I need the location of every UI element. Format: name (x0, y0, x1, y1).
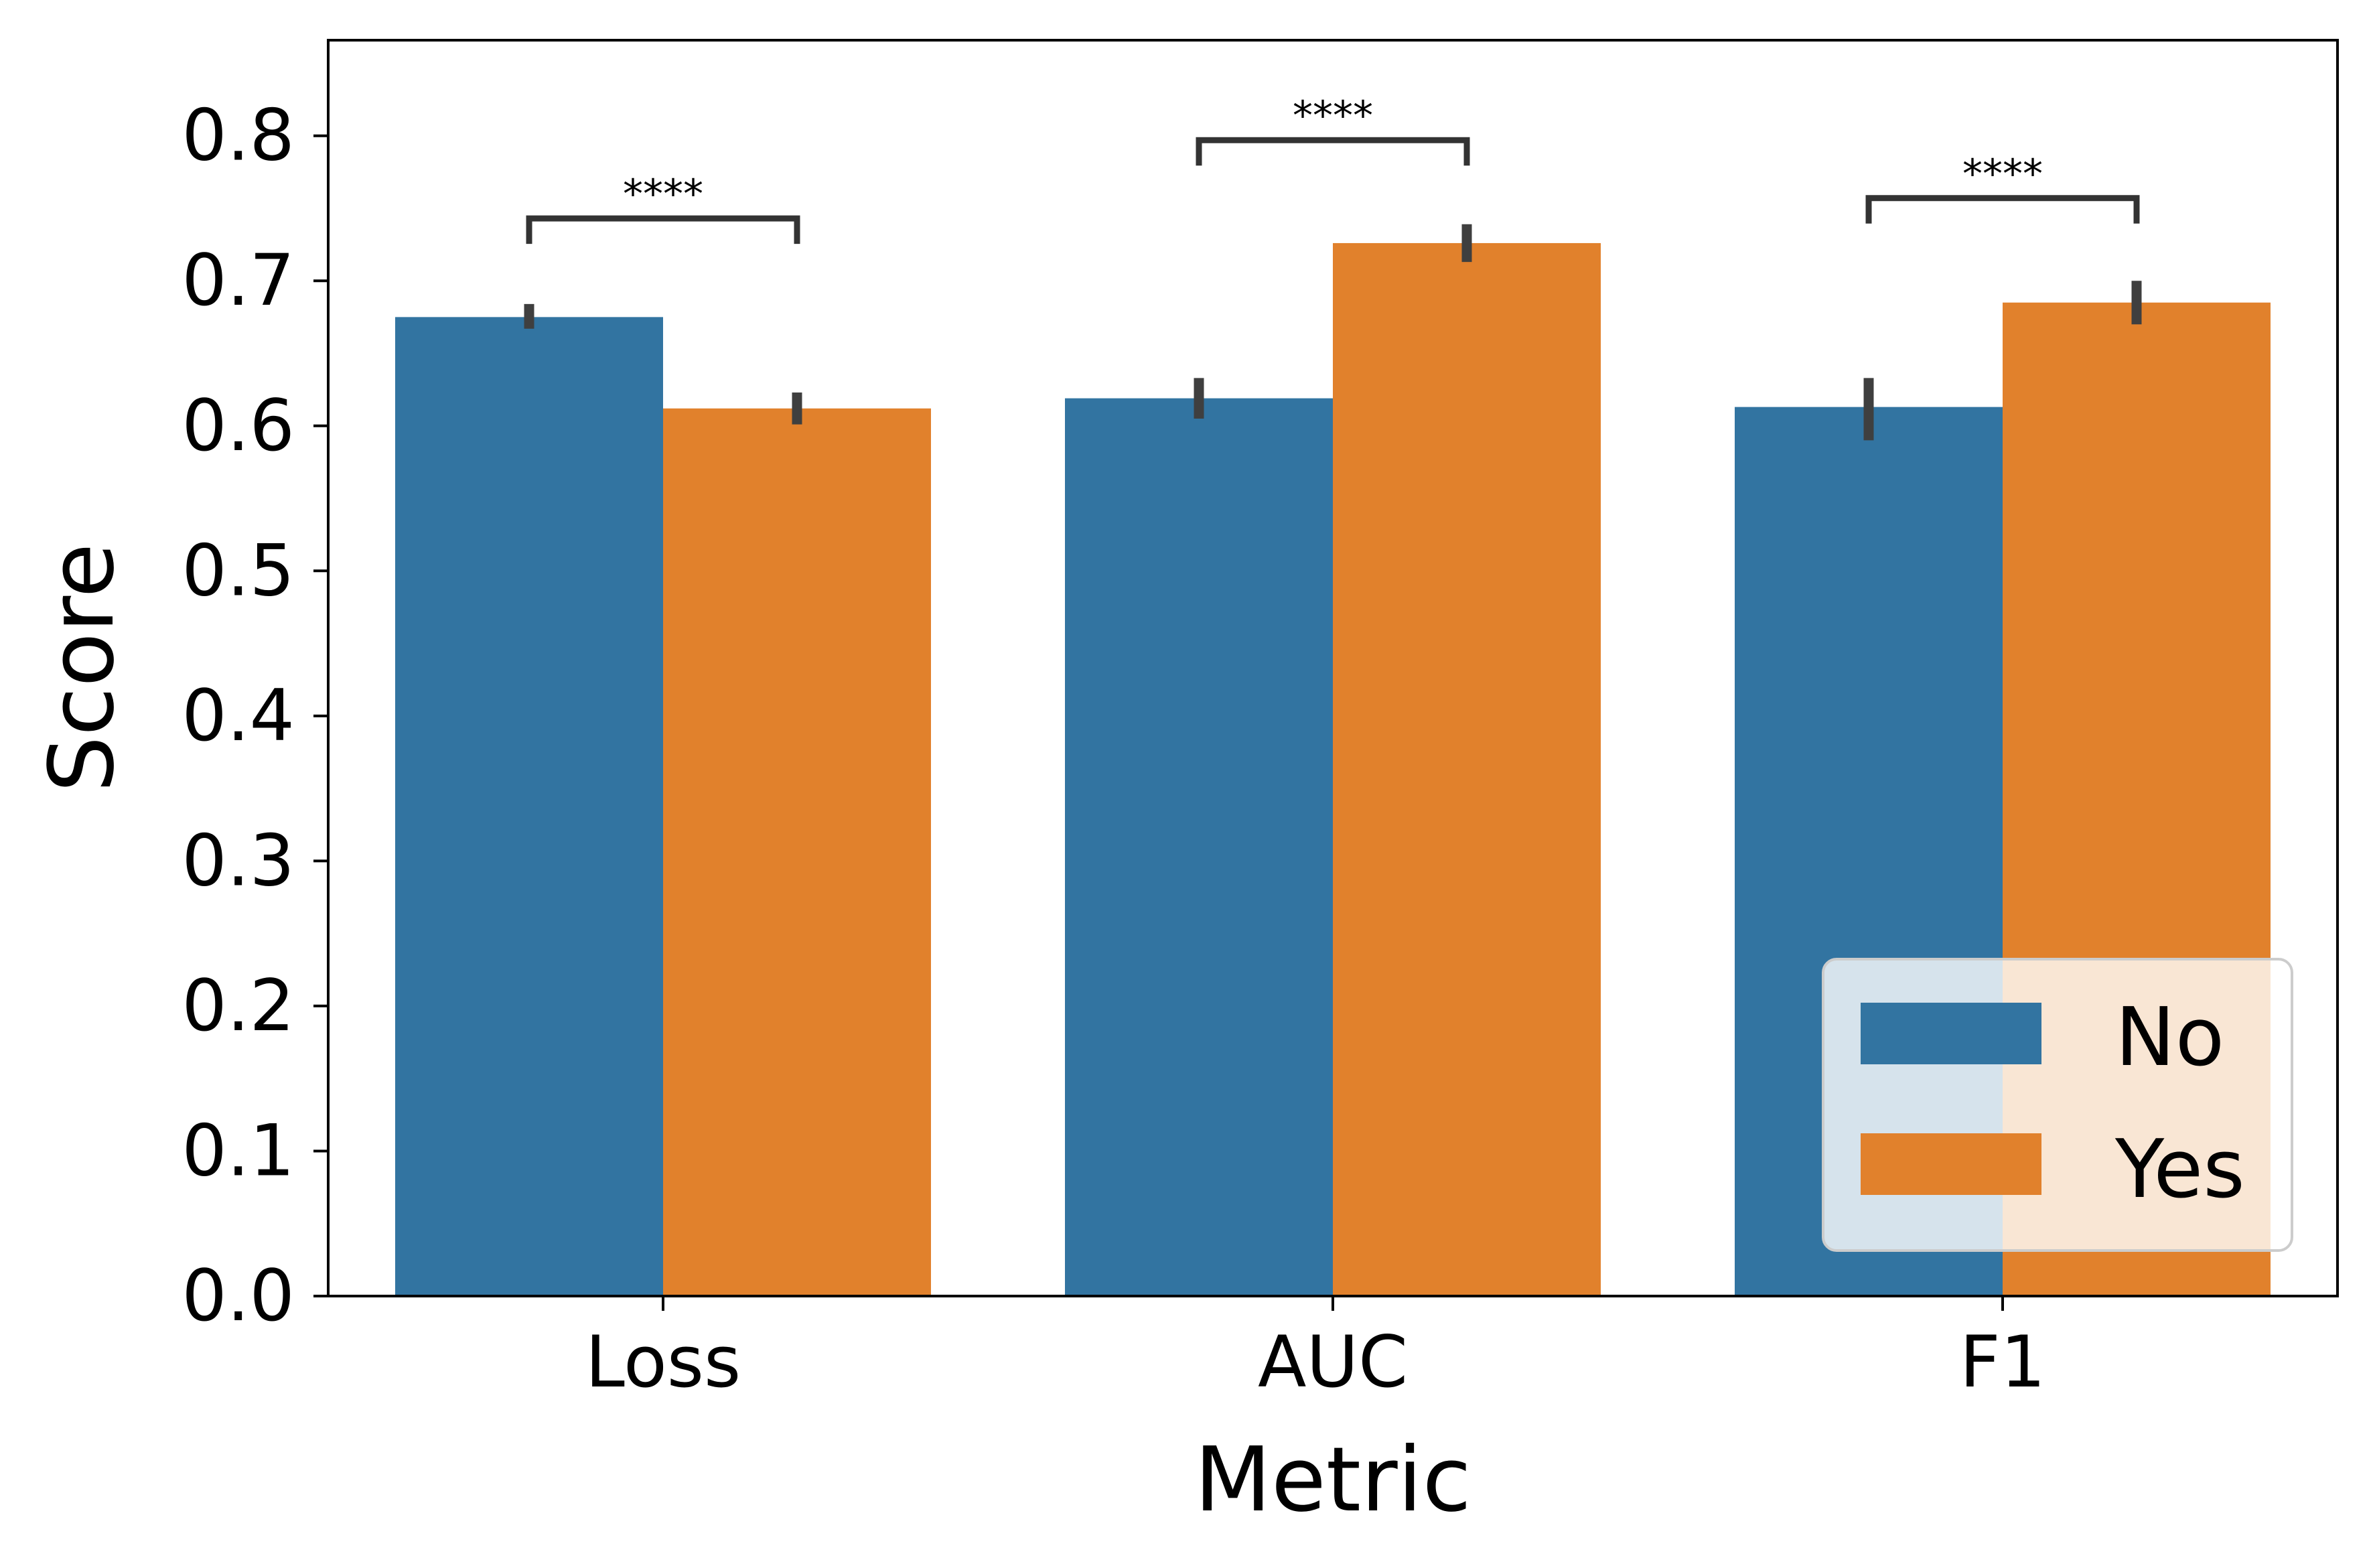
x-tick-label-f1: F1 (1960, 1321, 2045, 1403)
y-tick-label: 0.4 (182, 674, 295, 757)
significance-label-auc: **** (1293, 92, 1373, 139)
y-tick-label: 0.6 (182, 384, 295, 467)
bar-auc-no (1065, 398, 1333, 1296)
significance-bracket-f1 (1865, 195, 2140, 224)
legend-label-yes: Yes (2114, 1123, 2245, 1216)
y-tick-label: 0.1 (182, 1109, 295, 1192)
y-tick-label: 0.0 (182, 1255, 295, 1337)
legend-swatch-yes (1861, 1133, 2041, 1195)
y-tick-label: 0.7 (182, 239, 295, 322)
bar-auc-yes (1333, 242, 1601, 1296)
x-tick-label-loss: Loss (585, 1321, 741, 1403)
y-tick-label: 0.8 (182, 94, 295, 177)
legend-label-no: No (2115, 991, 2224, 1084)
significance-bracket-loss (526, 215, 800, 244)
legend: No Yes (1822, 958, 2293, 1252)
significance-label-loss: **** (623, 171, 703, 218)
significance-label-f1: **** (1962, 151, 2043, 198)
x-tick-label-auc: AUC (1258, 1321, 1408, 1403)
legend-swatch-no (1861, 1003, 2041, 1064)
y-tick-label: 0.2 (182, 965, 295, 1047)
y-axis-label: Score (31, 543, 134, 793)
bar-loss-yes (663, 408, 931, 1296)
significance-bracket-auc (1196, 137, 1470, 166)
y-tick-label: 0.5 (182, 529, 295, 612)
x-axis-label: Metric (1194, 1429, 1471, 1532)
bar-loss-no (395, 317, 663, 1296)
y-tick-label: 0.3 (182, 819, 295, 902)
